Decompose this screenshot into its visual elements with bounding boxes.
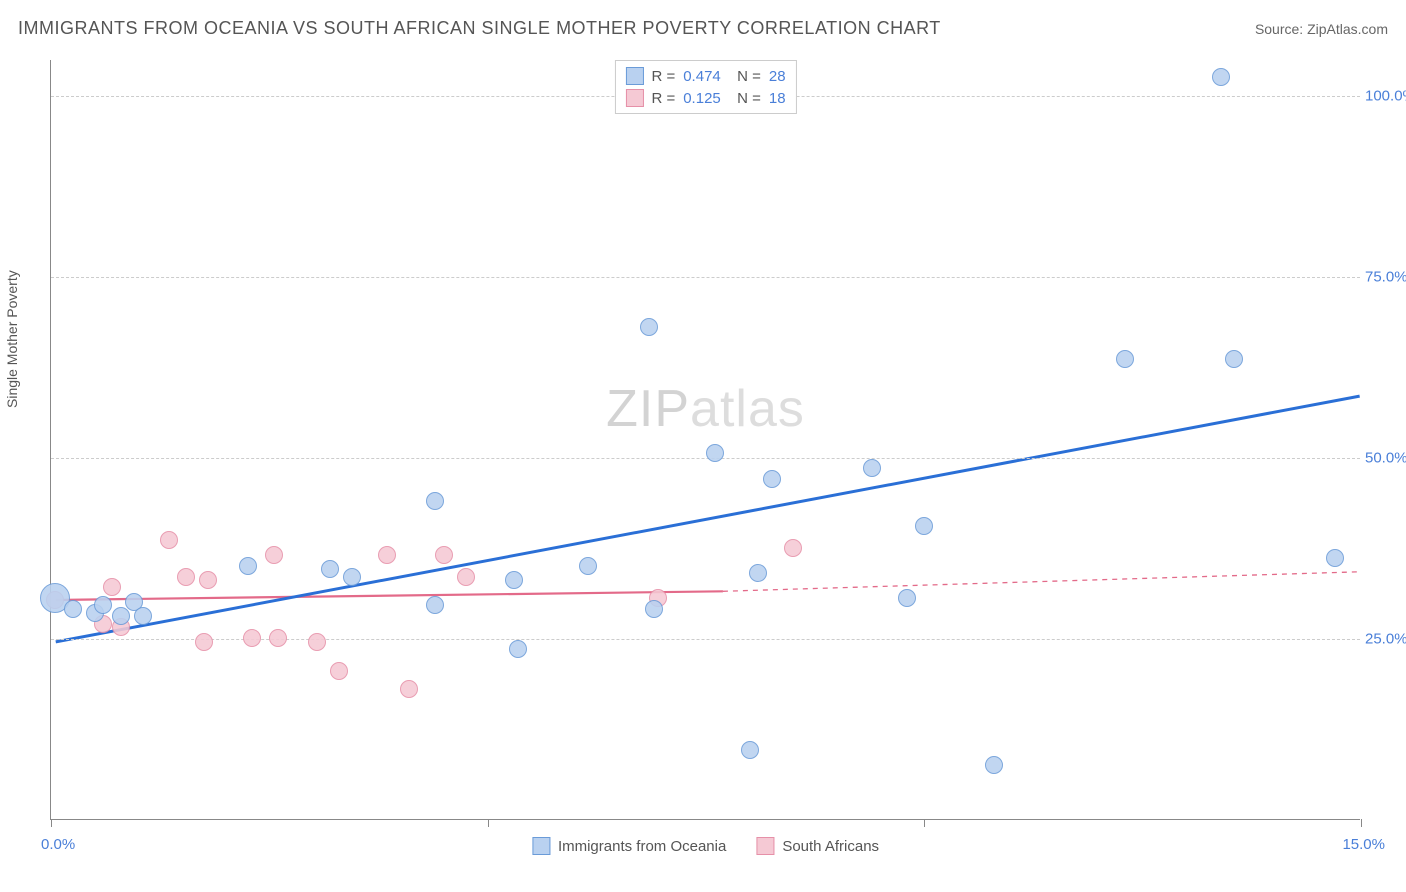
scatter-point bbox=[134, 607, 152, 625]
scatter-point bbox=[1116, 350, 1134, 368]
x-tick-label-right: 15.0% bbox=[1342, 836, 1385, 853]
scatter-point bbox=[426, 492, 444, 510]
correlation-legend: R = 0.474 N = 28 R = 0.125 N = 18 bbox=[614, 60, 796, 114]
scatter-point bbox=[505, 571, 523, 589]
scatter-point bbox=[457, 568, 475, 586]
n-label: N = bbox=[729, 90, 761, 107]
x-tick bbox=[488, 819, 489, 827]
r-label: R = bbox=[651, 68, 675, 85]
legend-label-0: Immigrants from Oceania bbox=[558, 838, 726, 855]
x-tick bbox=[51, 819, 52, 827]
scatter-point bbox=[94, 596, 112, 614]
trendline bbox=[723, 572, 1360, 592]
scatter-point bbox=[1212, 68, 1230, 86]
trendline bbox=[56, 591, 723, 600]
scatter-point bbox=[915, 517, 933, 535]
watermark: ZIPatlas bbox=[606, 379, 805, 439]
n-value-1: 18 bbox=[769, 90, 786, 107]
y-tick-label: 75.0% bbox=[1365, 269, 1406, 286]
scatter-point bbox=[199, 571, 217, 589]
correlation-row-1: R = 0.125 N = 18 bbox=[625, 87, 785, 109]
scatter-point bbox=[378, 546, 396, 564]
scatter-point bbox=[509, 640, 527, 658]
trendlines-svg bbox=[51, 60, 1360, 819]
legend-label-1: South Africans bbox=[782, 838, 879, 855]
r-value-0: 0.474 bbox=[683, 68, 721, 85]
scatter-point bbox=[177, 568, 195, 586]
correlation-row-0: R = 0.474 N = 28 bbox=[625, 65, 785, 87]
scatter-point bbox=[330, 662, 348, 680]
scatter-point bbox=[400, 680, 418, 698]
scatter-point bbox=[195, 633, 213, 651]
scatter-point bbox=[269, 629, 287, 647]
scatter-point bbox=[741, 741, 759, 759]
scatter-point bbox=[1326, 549, 1344, 567]
scatter-point bbox=[579, 557, 597, 575]
legend-swatch-pink bbox=[625, 89, 643, 107]
gridline-h bbox=[51, 458, 1360, 459]
scatter-point bbox=[64, 600, 82, 618]
scatter-point bbox=[103, 578, 121, 596]
series-legend: Immigrants from Oceania South Africans bbox=[532, 837, 879, 855]
scatter-point bbox=[784, 539, 802, 557]
scatter-point bbox=[112, 607, 130, 625]
scatter-point bbox=[308, 633, 326, 651]
chart-title: IMMIGRANTS FROM OCEANIA VS SOUTH AFRICAN… bbox=[18, 18, 941, 39]
x-tick-label-left: 0.0% bbox=[41, 836, 75, 853]
scatter-point bbox=[898, 589, 916, 607]
legend-swatch-1 bbox=[756, 837, 774, 855]
watermark-part1: ZIP bbox=[606, 380, 690, 438]
legend-swatch-0 bbox=[532, 837, 550, 855]
scatter-point bbox=[239, 557, 257, 575]
scatter-point bbox=[640, 318, 658, 336]
x-tick bbox=[924, 819, 925, 827]
scatter-point bbox=[706, 444, 724, 462]
scatter-point bbox=[1225, 350, 1243, 368]
scatter-point bbox=[749, 564, 767, 582]
scatter-point bbox=[321, 560, 339, 578]
scatter-point bbox=[343, 568, 361, 586]
legend-item-0: Immigrants from Oceania bbox=[532, 837, 726, 855]
scatter-point bbox=[985, 756, 1003, 774]
trendline bbox=[56, 396, 1360, 642]
scatter-point bbox=[435, 546, 453, 564]
source-label: Source: ZipAtlas.com bbox=[1255, 21, 1388, 37]
legend-item-1: South Africans bbox=[756, 837, 879, 855]
legend-swatch-blue bbox=[625, 67, 643, 85]
watermark-part2: atlas bbox=[690, 380, 805, 438]
scatter-point bbox=[160, 531, 178, 549]
scatter-point bbox=[863, 459, 881, 477]
x-tick bbox=[1361, 819, 1362, 827]
r-label: R = bbox=[651, 90, 675, 107]
y-tick-label: 50.0% bbox=[1365, 450, 1406, 467]
y-tick-label: 100.0% bbox=[1365, 88, 1406, 105]
y-axis-label: Single Mother Poverty bbox=[4, 270, 20, 408]
scatter-point bbox=[265, 546, 283, 564]
n-label: N = bbox=[729, 68, 761, 85]
scatter-point bbox=[243, 629, 261, 647]
plot-area: ZIPatlas R = 0.474 N = 28 R = 0.125 N = … bbox=[50, 60, 1360, 820]
scatter-point bbox=[426, 596, 444, 614]
scatter-point bbox=[645, 600, 663, 618]
gridline-h bbox=[51, 277, 1360, 278]
n-value-0: 28 bbox=[769, 68, 786, 85]
r-value-1: 0.125 bbox=[683, 90, 721, 107]
y-tick-label: 25.0% bbox=[1365, 631, 1406, 648]
scatter-point bbox=[763, 470, 781, 488]
